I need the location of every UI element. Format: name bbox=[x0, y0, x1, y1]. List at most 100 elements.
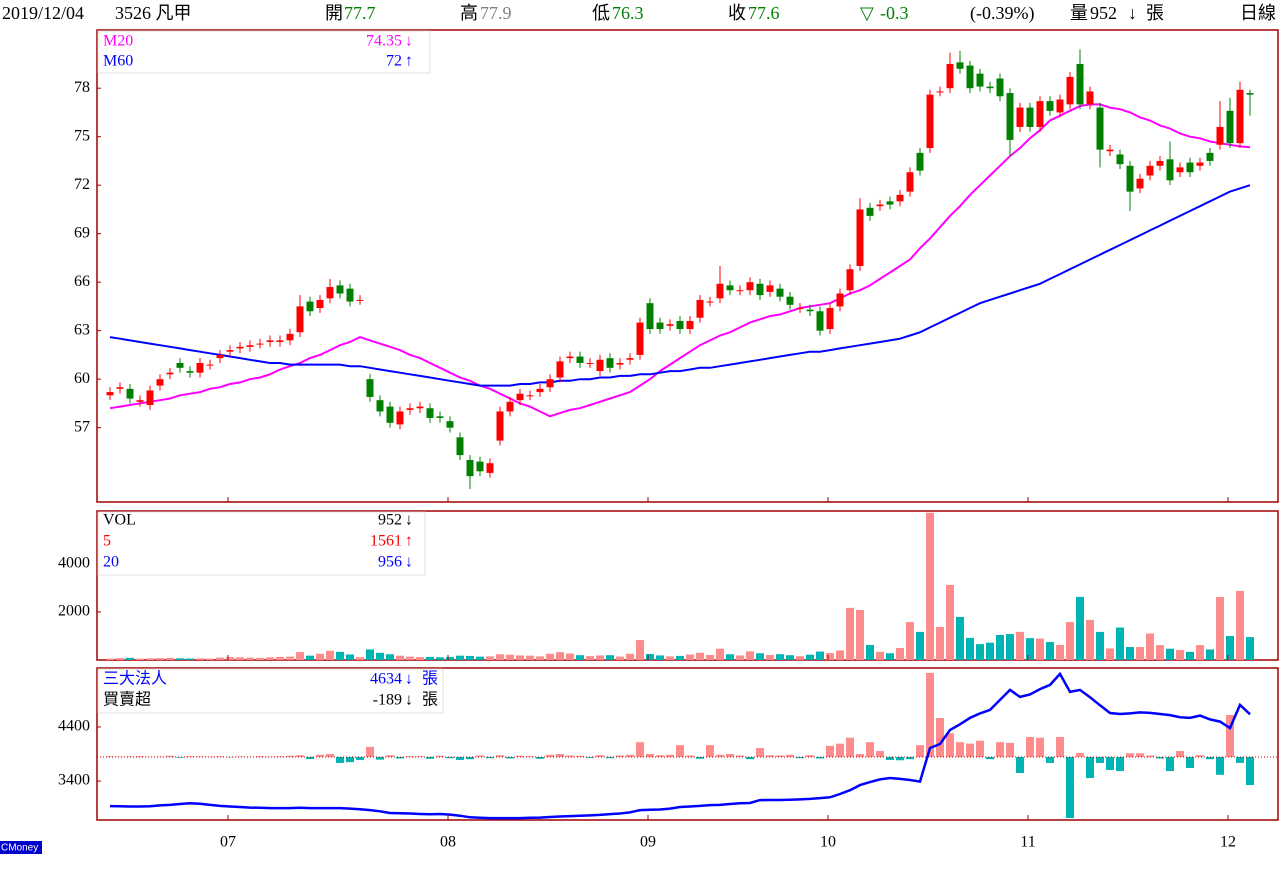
candle-body bbox=[436, 416, 444, 418]
volume-bar bbox=[126, 657, 134, 660]
candle-body bbox=[486, 463, 494, 473]
x-tick-label: 08 bbox=[440, 834, 456, 851]
net-bar bbox=[1176, 751, 1184, 757]
volume-bar bbox=[256, 657, 264, 660]
volume-bar bbox=[866, 644, 874, 660]
net-bar bbox=[1086, 756, 1094, 779]
candle-body bbox=[646, 303, 654, 330]
net-bar bbox=[456, 756, 464, 760]
net-bar bbox=[1066, 756, 1074, 819]
y-tick-label: 4000 bbox=[58, 555, 90, 572]
candle-body bbox=[786, 296, 794, 305]
candle-body bbox=[1086, 91, 1094, 105]
volume-bar bbox=[1056, 644, 1064, 660]
volume-bar bbox=[706, 654, 714, 660]
candle-body bbox=[876, 204, 884, 207]
volume-bar bbox=[656, 655, 664, 660]
y-tick-label: 66 bbox=[74, 273, 90, 290]
volume-bar bbox=[266, 657, 274, 660]
net-bar bbox=[706, 745, 714, 757]
candle-body bbox=[376, 400, 384, 412]
candle-body bbox=[456, 437, 464, 456]
volume-bar bbox=[156, 658, 164, 660]
candle-body bbox=[176, 362, 184, 368]
net-bar bbox=[616, 755, 624, 757]
candle-body bbox=[346, 288, 354, 302]
net-bar bbox=[846, 737, 854, 757]
net-bar bbox=[1196, 755, 1204, 757]
volume-bar bbox=[226, 657, 234, 660]
candle-body bbox=[506, 401, 514, 412]
net-bar bbox=[1106, 756, 1114, 771]
candle-body bbox=[126, 388, 134, 399]
legend-arrow: ↓ bbox=[405, 554, 413, 571]
y-tick-label: 60 bbox=[74, 370, 90, 387]
volume-bar bbox=[1106, 648, 1114, 660]
open-value: 77.7 bbox=[344, 3, 376, 23]
net-bar bbox=[626, 754, 634, 757]
y-tick-label: 75 bbox=[74, 127, 90, 144]
candle-body bbox=[946, 63, 954, 89]
candle-body bbox=[336, 285, 344, 294]
net-bar bbox=[1016, 756, 1024, 773]
volume-bar bbox=[976, 644, 984, 660]
net-bar bbox=[1206, 756, 1214, 760]
net-bar bbox=[1166, 756, 1174, 772]
institution-panel bbox=[96, 667, 1279, 821]
volume-bar bbox=[1156, 645, 1164, 660]
volume-bar bbox=[386, 654, 394, 660]
volume-bar bbox=[456, 655, 464, 660]
net-bar bbox=[1246, 756, 1254, 786]
volume-bar bbox=[1176, 649, 1184, 660]
volume-bar bbox=[916, 631, 924, 660]
candle-body bbox=[466, 459, 474, 477]
volume-bar bbox=[176, 658, 184, 660]
net-bar bbox=[396, 756, 404, 759]
volume-bar bbox=[216, 657, 224, 660]
net-bar bbox=[1236, 756, 1244, 763]
candle-body bbox=[1026, 107, 1034, 127]
y-tick-label: 63 bbox=[74, 321, 90, 338]
volume-bar bbox=[536, 656, 544, 660]
volume-bar bbox=[636, 640, 644, 660]
net-bar bbox=[316, 754, 324, 757]
volume-bar bbox=[696, 652, 704, 660]
candle-body bbox=[626, 358, 634, 360]
candle-body bbox=[896, 194, 904, 202]
volume-unit: 張 bbox=[1146, 3, 1164, 23]
candle-body bbox=[1166, 159, 1174, 181]
net-bar bbox=[236, 756, 244, 757]
legend-name: VOL bbox=[103, 512, 136, 529]
legend-value: 952 bbox=[378, 512, 402, 529]
candle-body bbox=[1146, 165, 1154, 176]
net-bar bbox=[516, 755, 524, 757]
volume-bar bbox=[896, 647, 904, 660]
net-bar bbox=[336, 756, 344, 763]
candle-body bbox=[416, 406, 424, 409]
net-bar bbox=[286, 755, 294, 757]
candle-body bbox=[836, 293, 844, 307]
legend-name: 20 bbox=[103, 554, 119, 571]
candle-body bbox=[426, 408, 434, 418]
candle-body bbox=[1046, 101, 1054, 111]
net-bar bbox=[1026, 736, 1034, 757]
volume-bar bbox=[576, 655, 584, 660]
legend-unit: 張 bbox=[422, 671, 438, 688]
legend-arrow: ↑ bbox=[405, 533, 413, 550]
volume-bar bbox=[1116, 627, 1124, 660]
volume-bar bbox=[756, 653, 764, 660]
candle-body bbox=[216, 354, 224, 359]
candle-body bbox=[806, 309, 814, 312]
net-bar bbox=[476, 755, 484, 757]
y-tick-label: 4400 bbox=[58, 718, 90, 735]
net-bar bbox=[356, 756, 364, 760]
volume-bar bbox=[1086, 619, 1094, 660]
volume-bar bbox=[526, 655, 534, 660]
volume-bar bbox=[426, 656, 434, 660]
volume-bar bbox=[1236, 590, 1244, 660]
net-bar bbox=[796, 756, 804, 759]
high-value: 77.9 bbox=[480, 3, 512, 23]
volume-bar bbox=[716, 648, 724, 660]
candle-body bbox=[906, 172, 914, 192]
candle-body bbox=[1186, 162, 1194, 173]
